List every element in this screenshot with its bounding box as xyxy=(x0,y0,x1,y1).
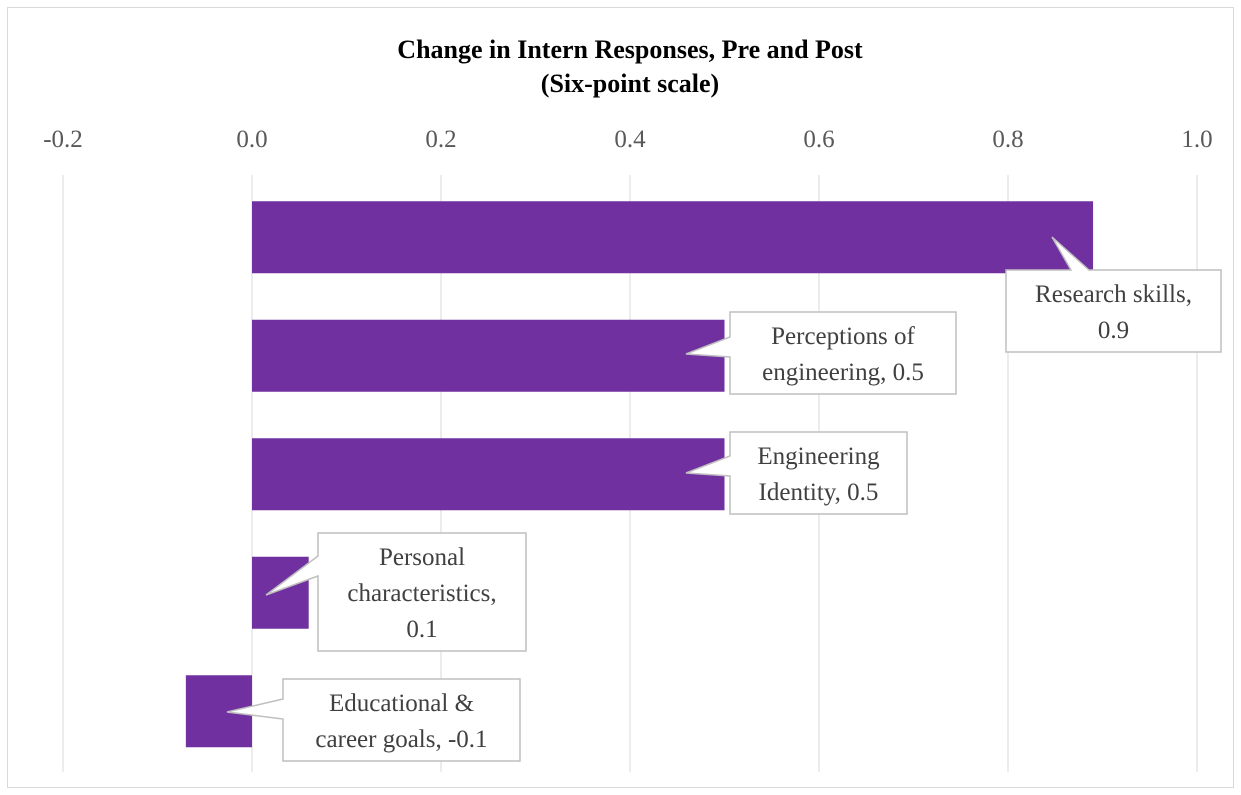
bar xyxy=(252,201,1094,274)
data-label-text: Research skills, xyxy=(1035,281,1192,308)
data-label: Perceptions of engineering, 0.5 xyxy=(685,311,957,395)
data-label-text: Engineering xyxy=(757,443,880,470)
bar xyxy=(252,438,725,511)
bar xyxy=(252,319,725,392)
chart-title: Change in Intern Responses, Pre and Post xyxy=(397,35,863,64)
data-label: Personal characteristics, 0.1 xyxy=(265,532,527,652)
data-label-text: Educational & xyxy=(329,690,474,717)
chart-frame xyxy=(7,7,1234,788)
callout-box xyxy=(1005,236,1222,353)
data-label-text: Identity, 0.5 xyxy=(759,479,879,506)
x-tick-label: 0.0 xyxy=(236,126,267,153)
x-axis-ticks: -0.2 0.0 0.2 0.4 0.6 0.8 1.0 xyxy=(43,126,1212,153)
x-tick-label: 0.8 xyxy=(992,126,1023,153)
bars xyxy=(185,201,1094,748)
x-tick-label: 0.4 xyxy=(614,126,646,153)
data-label: Educational & career goals, -0.1 xyxy=(226,678,521,762)
bar xyxy=(252,556,309,629)
data-label-text: engineering, 0.5 xyxy=(762,359,924,386)
x-tick-label: 0.6 xyxy=(803,126,834,153)
callout-box xyxy=(265,532,527,652)
callout-box xyxy=(685,311,957,395)
data-label: Research skills, 0.9 xyxy=(1005,236,1222,353)
data-label: Engineering Identity, 0.5 xyxy=(685,431,908,515)
data-label-text: Perceptions of xyxy=(771,323,915,350)
chart-subtitle: (Six-point scale) xyxy=(541,69,719,98)
callout-box xyxy=(226,678,521,762)
data-label-text: characteristics, xyxy=(347,580,496,607)
data-labels: Research skills, 0.9 Perceptions of enginee… xyxy=(226,236,1222,762)
data-label-text: Personal xyxy=(379,544,465,571)
x-tick-label: 0.2 xyxy=(425,126,456,153)
data-label-text: career goals, -0.1 xyxy=(315,726,487,753)
x-tick-label: -0.2 xyxy=(43,126,83,153)
data-label-text: 0.1 xyxy=(406,616,437,643)
data-label-text: 0.9 xyxy=(1098,317,1129,344)
callout-box xyxy=(685,431,908,515)
x-tick-label: 1.0 xyxy=(1181,126,1212,153)
